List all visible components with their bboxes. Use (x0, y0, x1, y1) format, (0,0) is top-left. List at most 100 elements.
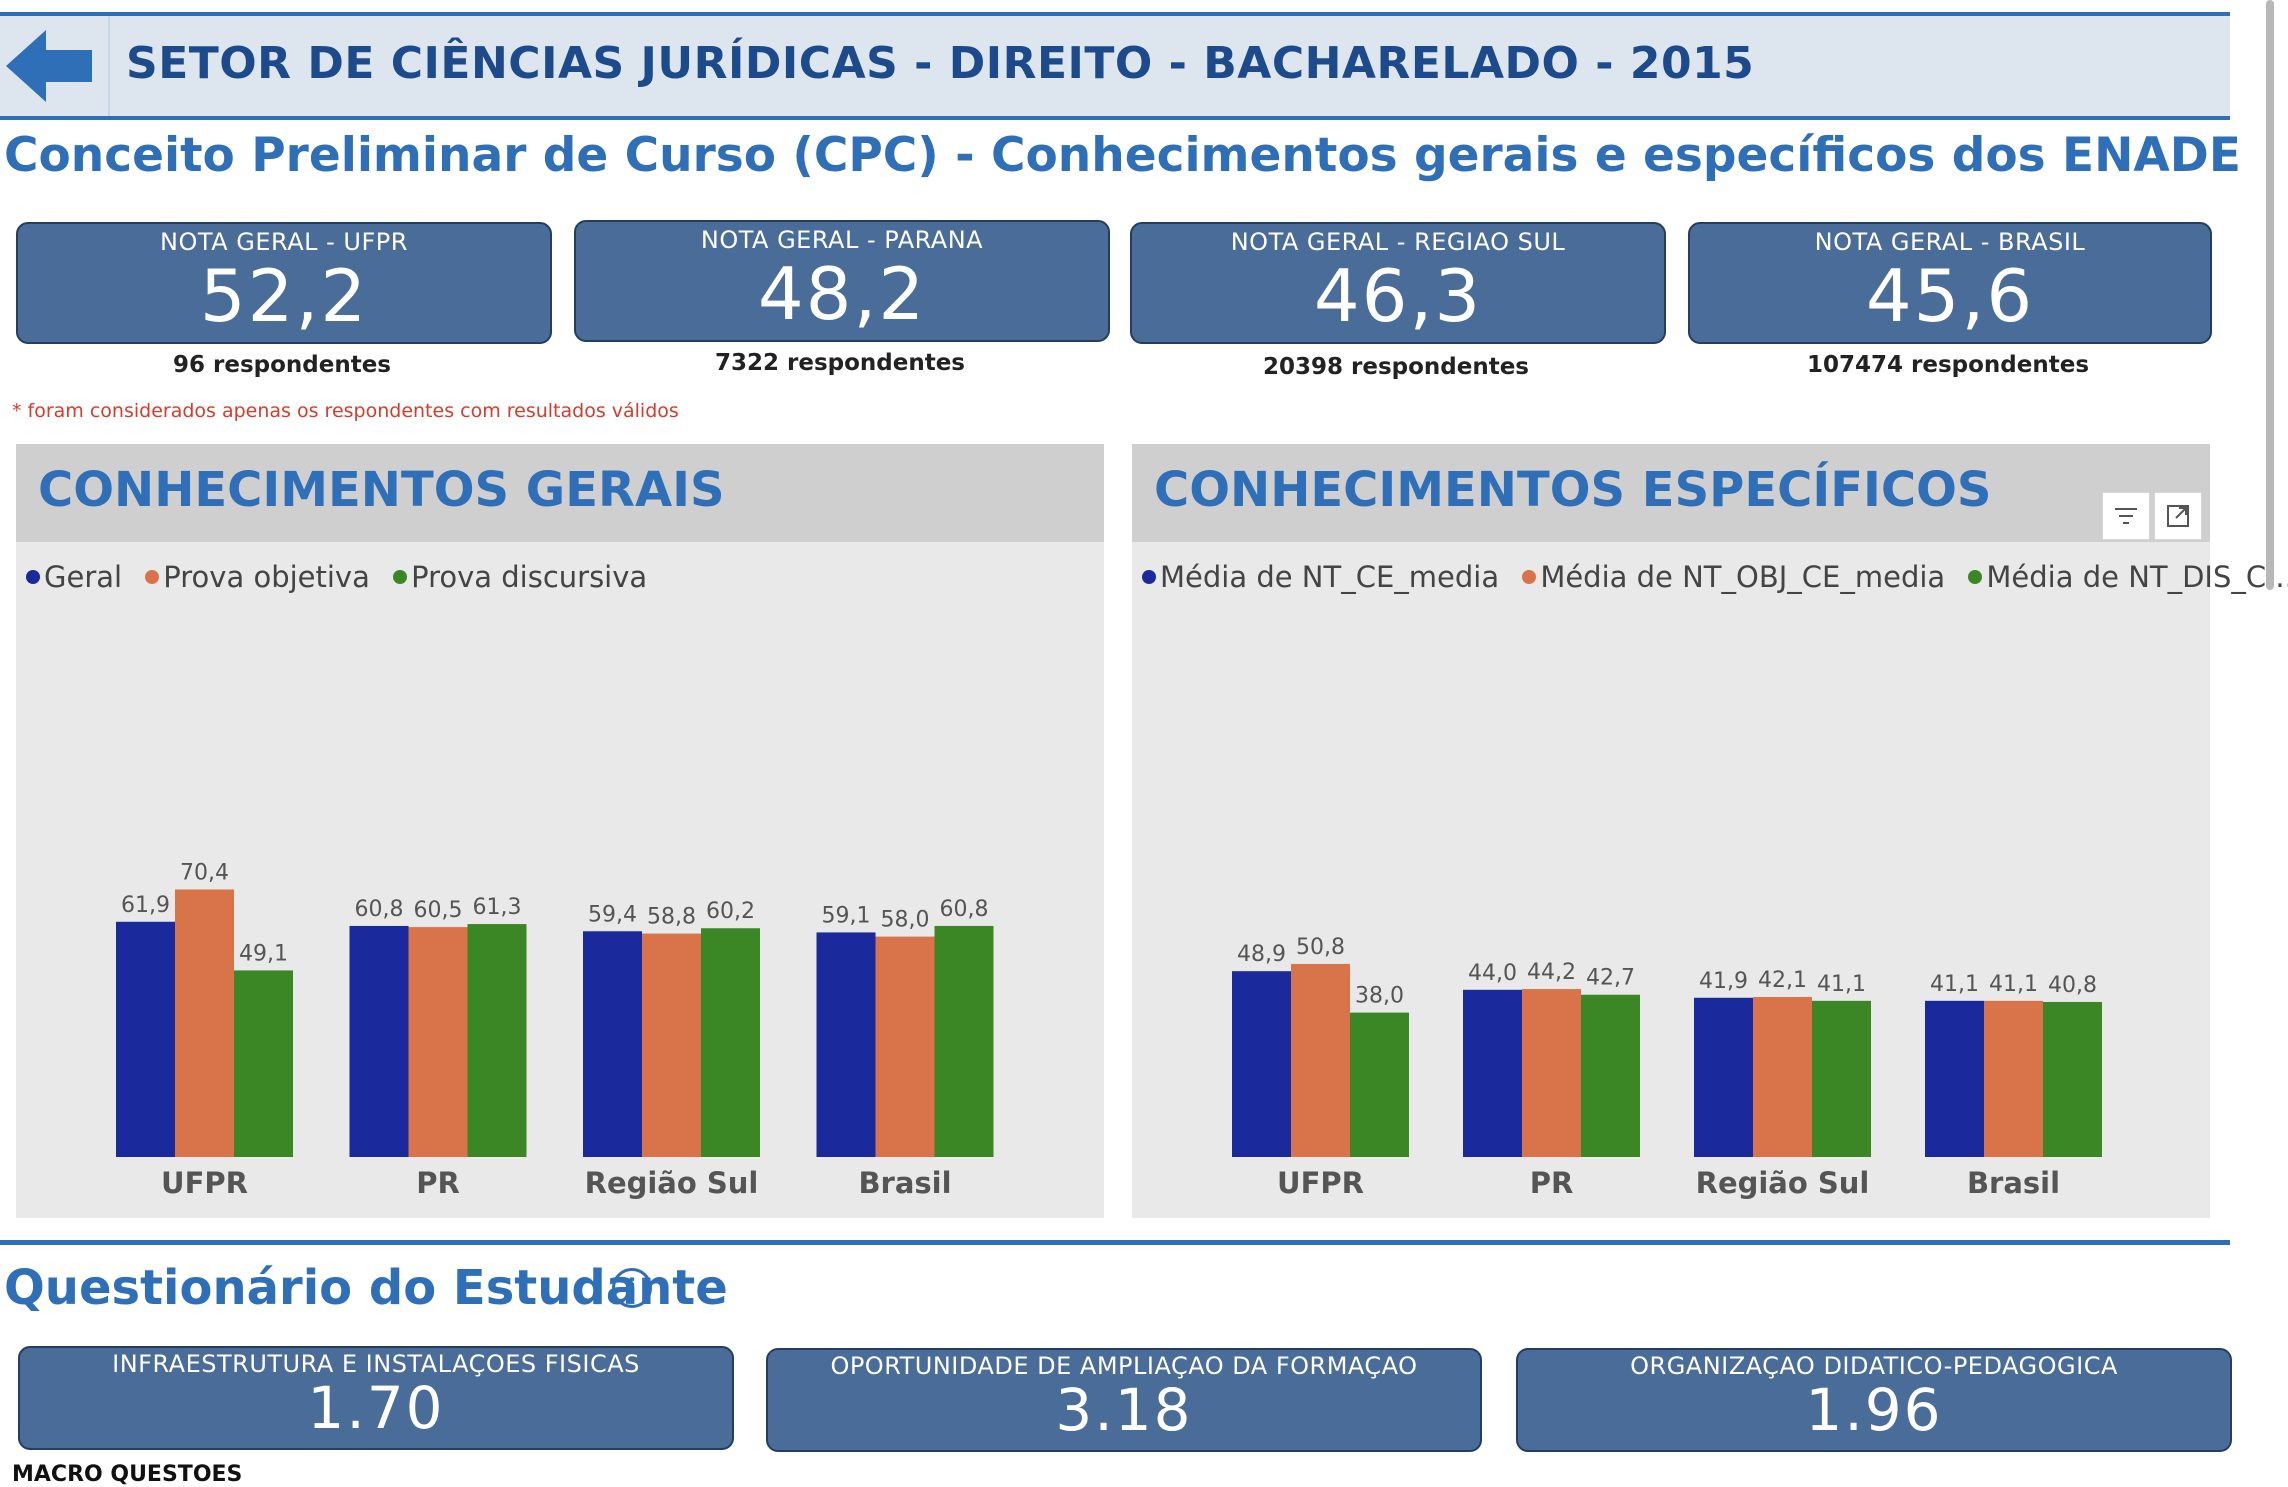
category-tick-label: Brasil (1967, 1166, 2060, 1200)
legend-label: Prova objetiva (163, 560, 370, 594)
page-title: SETOR DE CIÊNCIAS JURÍDICAS - DIREITO - … (126, 38, 1755, 89)
bar-pr-series-0[interactable] (349, 925, 409, 1157)
bar-brasil-series-1[interactable] (875, 936, 935, 1157)
bar-pr-series-0[interactable] (1463, 989, 1522, 1157)
legend-item[interactable]: Prova discursiva (393, 560, 647, 594)
bar-pr-series-2[interactable] (467, 924, 527, 1157)
bar-ufpr-series-0[interactable] (1232, 971, 1291, 1157)
focus-mode-icon (2167, 505, 2189, 527)
footnote: * foram considerados apenas os responden… (12, 400, 679, 422)
legend-label: Prova discursiva (411, 560, 648, 594)
legend-item[interactable]: Prova objetiva (145, 560, 370, 594)
kpi-card-infraestrutura: INFRAESTRUTURA E INSTALAÇOES FISICAS 1.7… (18, 1346, 734, 1450)
data-label: 48,9 (1237, 942, 1286, 967)
bar-brasil-series-0[interactable] (1925, 1000, 1984, 1157)
bar-pr-series-1[interactable] (1522, 989, 1581, 1157)
chart-panel-especificos: CONHECIMENTOS ESPECÍFICOS Média de NT_CE… (1132, 444, 2288, 1218)
data-label: 59,1 (822, 903, 871, 928)
panel-title: CONHECIMENTOS GERAIS (38, 462, 725, 518)
panel-header: CONHECIMENTOS ESPECÍFICOS (1132, 444, 2210, 542)
data-label: 38,0 (1355, 984, 1404, 1009)
kpi-card-parana: NOTA GERAL - PARANA 48,2 (574, 220, 1110, 342)
category-tick-label: Região Sul (1696, 1166, 1870, 1200)
kpi-value: 52,2 (199, 254, 369, 338)
bar-chart-gerais: 61,9 70,4 49,1 UFPR 60,8 60,5 61,3 PR 59,4 58,8 60… (116, 860, 994, 1200)
back-button[interactable] (0, 16, 110, 116)
legend-item[interactable]: Média de NT_OBJ_CE_media (1522, 560, 1945, 594)
data-label: 41,9 (1699, 969, 1748, 994)
data-label: 61,9 (121, 893, 170, 918)
bar-brasil-series-2[interactable] (934, 925, 994, 1157)
data-label: 42,7 (1586, 966, 1635, 991)
legend-dot (1142, 570, 1156, 584)
kpi-label: NOTA GERAL - REGIAO SUL (1230, 228, 1566, 256)
category-tick-label: UFPR (1277, 1166, 1364, 1200)
data-label: 44,2 (1527, 960, 1576, 985)
kpi-value: 46,3 (1313, 254, 1483, 338)
info-icon[interactable]: i (612, 1268, 652, 1308)
data-label: 60,8 (355, 897, 404, 922)
legend-label: Média de NT_DIS_C... (1986, 560, 2288, 594)
category-tick-label: Brasil (858, 1166, 951, 1200)
legend-label: Média de NT_OBJ_CE_media (1540, 560, 1946, 594)
data-label: 41,1 (1817, 972, 1866, 997)
kpi-value: 45,6 (1865, 254, 2035, 338)
bar-região-sul-series-0[interactable] (1694, 997, 1753, 1157)
bar-região-sul-series-2[interactable] (701, 928, 760, 1157)
legend-label: Geral (44, 560, 123, 594)
bar-região-sul-series-1[interactable] (642, 933, 701, 1157)
legend-dot (145, 570, 160, 584)
legend-dot (393, 570, 408, 584)
legend-dot (26, 570, 40, 584)
kpi-respondents: 96 respondentes (172, 352, 391, 378)
kpi-card-organizacao: ORGANIZAÇAO DIDATICO-PEDAGOGICA 1.96 (1516, 1348, 2232, 1452)
bar-pr-series-2[interactable] (1581, 994, 1640, 1157)
bar-brasil-series-0[interactable] (816, 932, 876, 1157)
data-label: 58,0 (881, 908, 930, 933)
data-label: 41,1 (1989, 972, 2038, 997)
bar-região-sul-series-0[interactable] (583, 931, 642, 1157)
chart-legend: Média de NT_CE_media Média de NT_OBJ_CE_… (1142, 560, 2288, 594)
bar-ufpr-series-2[interactable] (234, 970, 293, 1157)
kpi-card-brasil: NOTA GERAL - BRASIL 45,6 (1688, 222, 2212, 344)
data-label: 44,0 (1468, 961, 1517, 986)
data-label: 42,1 (1758, 968, 1807, 993)
category-tick-label: PR (1530, 1166, 1574, 1200)
filter-icon (2115, 508, 2137, 524)
data-label: 59,4 (588, 902, 637, 927)
data-label: 60,5 (414, 898, 463, 923)
data-label: 50,8 (1296, 935, 1345, 960)
legend-dot (1968, 570, 1983, 584)
data-label: 61,3 (473, 895, 522, 920)
legend-dot (1522, 570, 1537, 584)
category-tick-label: PR (416, 1166, 460, 1200)
data-label: 60,8 (940, 897, 989, 922)
kpi-value: 1.70 (307, 1374, 445, 1442)
legend-item[interactable]: Geral (26, 560, 122, 594)
bar-pr-series-1[interactable] (408, 927, 468, 1157)
kpi-value: 3.18 (1055, 1376, 1193, 1444)
bar-ufpr-series-2[interactable] (1350, 1012, 1409, 1157)
focus-mode-button[interactable] (2154, 492, 2202, 540)
data-label: 58,8 (647, 905, 696, 930)
bar-região-sul-series-1[interactable] (1753, 997, 1812, 1157)
bar-brasil-series-1[interactable] (1984, 1000, 2043, 1157)
bar-ufpr-series-1[interactable] (175, 889, 234, 1157)
data-label: 60,2 (706, 899, 755, 924)
data-label: 70,4 (180, 860, 229, 885)
cpc-section-title: Conceito Preliminar de Curso (CPC) - Con… (4, 128, 2241, 183)
filter-button[interactable] (2102, 492, 2150, 540)
bar-região-sul-series-2[interactable] (1812, 1000, 1871, 1157)
bar-chart-especificos: 48,9 50,8 38,0 UFPR 44,0 44,2 42,7 PR 41,9 42,1 41… (1232, 935, 2102, 1200)
legend-label: Média de NT_CE_media (1160, 560, 1500, 594)
macro-questoes-label: MACRO QUESTOES (12, 1462, 243, 1487)
category-tick-label: UFPR (161, 1166, 248, 1200)
bar-ufpr-series-0[interactable] (116, 921, 175, 1157)
category-tick-label: Região Sul (585, 1166, 759, 1200)
kpi-label: ORGANIZAÇAO DIDATICO-PEDAGOGICA (1630, 1352, 2118, 1380)
bar-ufpr-series-1[interactable] (1291, 963, 1350, 1157)
legend-item[interactable]: Média de NT_DIS_C... (1968, 560, 2288, 594)
legend-item[interactable]: Média de NT_CE_media (1142, 560, 1499, 594)
page-scrollbar[interactable] (2262, 0, 2278, 600)
bar-brasil-series-2[interactable] (2043, 1001, 2102, 1157)
